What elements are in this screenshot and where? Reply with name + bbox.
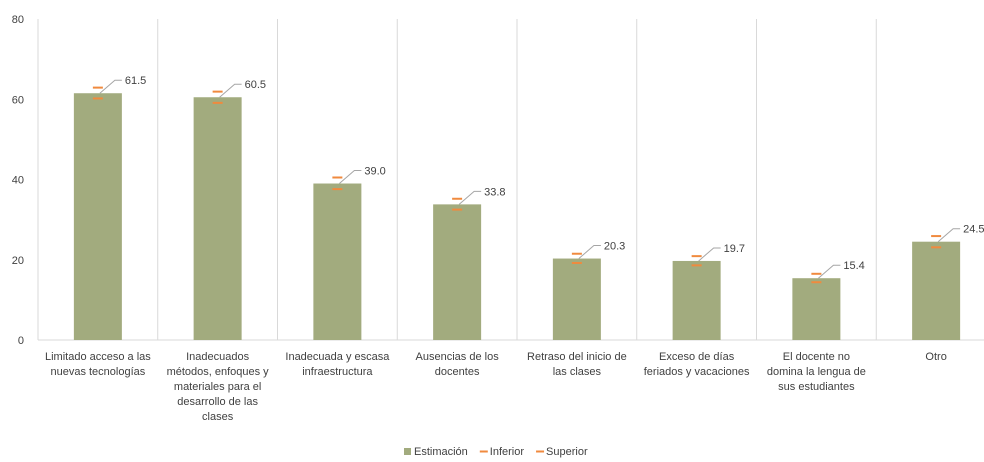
- leader-line: [818, 264, 841, 279]
- category-label: clases: [202, 411, 234, 423]
- data-label: 39.0: [364, 166, 385, 178]
- bar: [73, 93, 122, 340]
- legend-swatch: [404, 448, 411, 455]
- leader-line: [578, 245, 601, 259]
- bar: [193, 97, 242, 341]
- y-tick-label: 80: [12, 14, 24, 26]
- y-tick-label: 60: [12, 94, 24, 106]
- category-label: Exceso de días: [659, 351, 735, 363]
- error-markers: [92, 86, 942, 284]
- data-label: 24.5: [963, 224, 984, 236]
- category-label: Limitado acceso a las: [45, 351, 151, 363]
- y-axis: 0 20 40 60 80: [12, 14, 24, 347]
- data-label: 60.5: [245, 79, 266, 91]
- data-label: 19.7: [724, 243, 745, 255]
- category-label: desarrollo de las: [177, 396, 258, 408]
- leader-line: [99, 79, 122, 94]
- category-label: feriados y vacaciones: [644, 366, 750, 378]
- bar: [313, 183, 362, 340]
- bars: [73, 93, 961, 341]
- leader-line: [698, 247, 721, 262]
- category-label: sus estudiantes: [778, 381, 855, 393]
- category-label: Otro: [925, 351, 946, 363]
- category-label: materiales para el: [174, 381, 261, 393]
- category-label: Retraso del inicio de: [527, 351, 627, 363]
- legend-label: Estimación: [414, 446, 468, 458]
- x-axis: Limitado acceso a las nuevas tecnologías I…: [45, 351, 947, 423]
- category-label: nuevas tecnologías: [50, 366, 145, 378]
- category-label: las clases: [553, 366, 602, 378]
- leader-line: [339, 170, 362, 184]
- legend-label: Inferior: [490, 446, 525, 458]
- category-label: domina la lengua de: [767, 366, 866, 378]
- bar: [552, 258, 601, 340]
- data-labels: 61.5 60.5 39.0 33.8 20.3 19.7 15.4 24.5: [99, 75, 984, 279]
- category-label: Inadecuada y escasa: [285, 351, 390, 363]
- y-tick-label: 20: [12, 255, 24, 267]
- legend-label: Superior: [546, 446, 588, 458]
- category-label: métodos, enfoques y: [167, 366, 270, 378]
- leader-line: [937, 228, 961, 243]
- data-label: 61.5: [125, 75, 146, 87]
- leader-line: [219, 83, 242, 98]
- gridlines: [37, 19, 984, 341]
- data-label: 15.4: [843, 260, 864, 272]
- bar: [433, 204, 482, 340]
- leader-line: [458, 190, 482, 205]
- category-label: docentes: [435, 366, 480, 378]
- category-label: El docente no: [783, 351, 850, 363]
- y-tick-label: 40: [12, 175, 24, 187]
- data-label: 33.8: [484, 186, 505, 198]
- bar: [792, 278, 841, 340]
- category-label: Ausencias de los: [416, 351, 500, 363]
- y-tick-label: 0: [18, 335, 24, 347]
- category-label: Inadecuados: [186, 351, 249, 363]
- category-label: infraestructura: [302, 366, 373, 378]
- legend: Estimación Inferior Superior: [404, 446, 588, 458]
- bar: [912, 241, 961, 340]
- bar: [672, 260, 721, 340]
- data-label: 20.3: [604, 241, 625, 253]
